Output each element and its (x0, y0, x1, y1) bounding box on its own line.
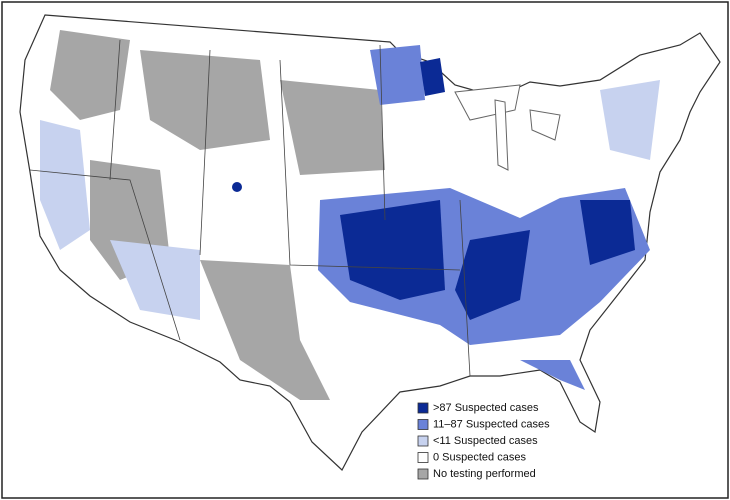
region (280, 80, 385, 175)
border (109, 39, 471, 377)
legend-label: >87 Suspected cases (433, 402, 539, 414)
region (50, 30, 130, 120)
region (520, 360, 585, 390)
legend-label: 11–87 Suspected cases (433, 418, 550, 430)
legend-label: <11 Suspected cases (433, 435, 538, 447)
legend-swatch (417, 402, 429, 414)
region (40, 120, 90, 250)
lake (529, 109, 561, 141)
legend-swatch (417, 419, 429, 430)
region (232, 182, 242, 192)
legend: >87 Suspected cases 11–87 Suspected cases… (417, 402, 550, 480)
region (340, 200, 445, 300)
legend-swatch (417, 452, 429, 463)
region (600, 80, 660, 160)
map (19, 14, 721, 471)
lake (494, 99, 509, 171)
region (420, 58, 445, 96)
region (580, 200, 635, 265)
legend-label: 0 Suspected cases (433, 451, 526, 463)
border (29, 169, 181, 341)
legend-swatch (417, 468, 429, 480)
region (455, 230, 530, 320)
state-borders (29, 39, 471, 377)
legend-swatch (417, 435, 429, 447)
region (110, 240, 200, 320)
region (200, 260, 330, 400)
region (140, 50, 270, 150)
legend-label: No testing performed (433, 468, 536, 480)
region (370, 45, 425, 105)
